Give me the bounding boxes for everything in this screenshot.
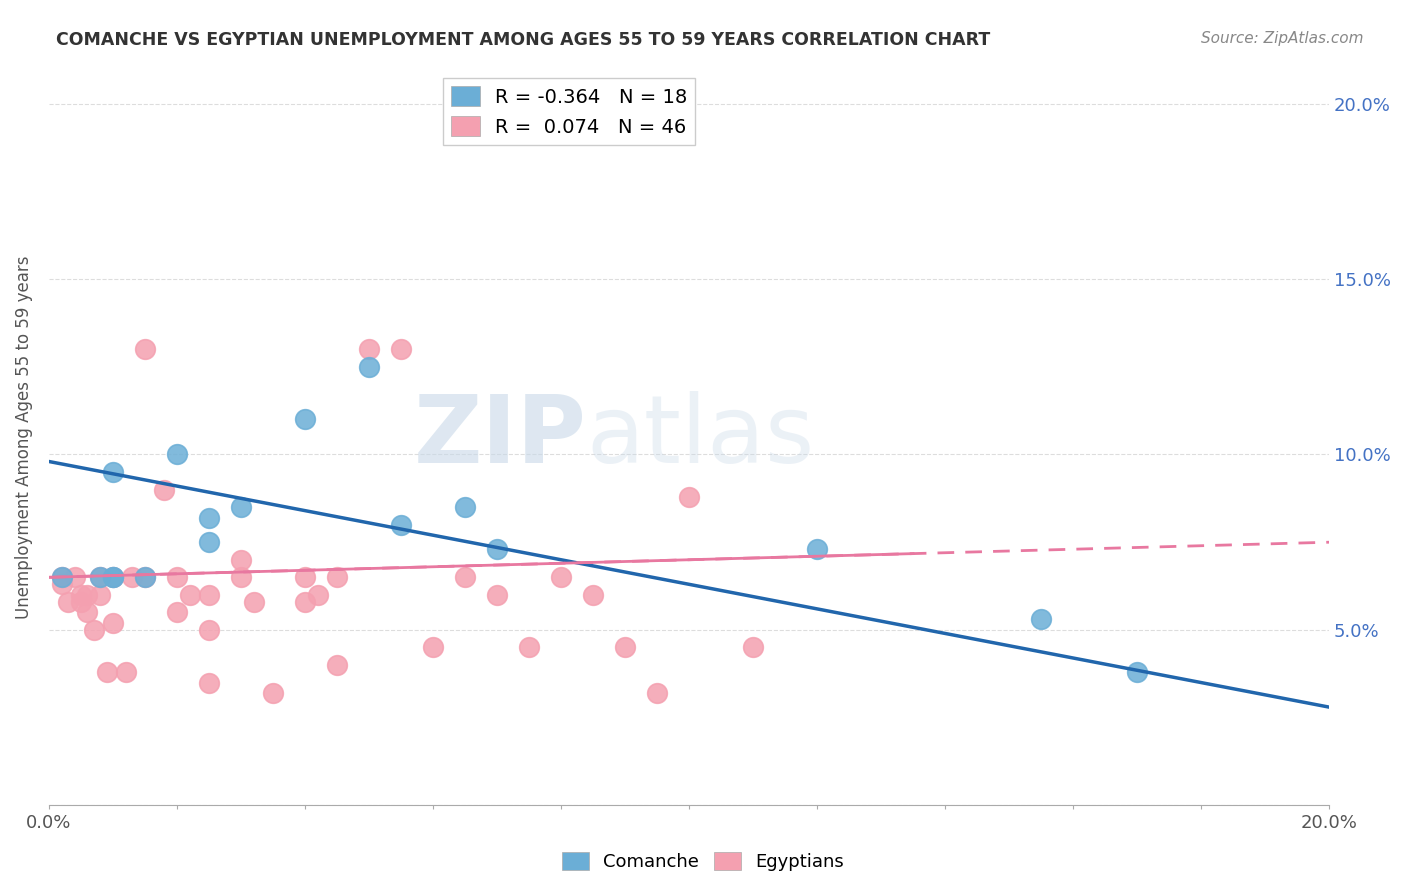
Point: [198, 588, 221, 602]
Point: [153, 483, 176, 497]
Text: atlas: atlas: [586, 391, 815, 483]
Point: [422, 640, 444, 655]
Point: [294, 412, 316, 426]
Point: [101, 570, 124, 584]
Text: ZIP: ZIP: [413, 391, 586, 483]
Point: [51, 570, 73, 584]
Point: [645, 686, 668, 700]
Point: [179, 588, 201, 602]
Point: [307, 588, 329, 602]
Point: [56, 595, 79, 609]
Point: [89, 588, 111, 602]
Point: [243, 595, 266, 609]
Point: [198, 623, 221, 637]
Point: [198, 510, 221, 524]
Point: [76, 588, 98, 602]
Point: [101, 570, 124, 584]
Point: [198, 675, 221, 690]
Point: [806, 542, 828, 557]
Point: [134, 570, 156, 584]
Point: [101, 465, 124, 479]
Point: [89, 570, 111, 584]
Point: [389, 517, 412, 532]
Point: [486, 588, 509, 602]
Point: [357, 343, 380, 357]
Point: [166, 570, 188, 584]
Legend: Comanche, Egyptians: Comanche, Egyptians: [555, 845, 851, 879]
Point: [1029, 612, 1052, 626]
Point: [166, 606, 188, 620]
Point: [134, 343, 156, 357]
Text: Source: ZipAtlas.com: Source: ZipAtlas.com: [1201, 31, 1364, 46]
Point: [262, 686, 284, 700]
Point: [89, 570, 111, 584]
Point: [96, 665, 118, 679]
Point: [326, 570, 349, 584]
Point: [326, 658, 349, 673]
Point: [742, 640, 765, 655]
Point: [134, 570, 156, 584]
Point: [198, 535, 221, 549]
Point: [121, 570, 143, 584]
Point: [83, 623, 105, 637]
Point: [678, 490, 700, 504]
Point: [70, 595, 93, 609]
Point: [550, 570, 572, 584]
Point: [517, 640, 540, 655]
Point: [101, 570, 124, 584]
Point: [229, 500, 252, 515]
Point: [51, 570, 73, 584]
Point: [294, 595, 316, 609]
Point: [357, 359, 380, 374]
Point: [63, 570, 86, 584]
Point: [614, 640, 637, 655]
Y-axis label: Unemployment Among Ages 55 to 59 years: Unemployment Among Ages 55 to 59 years: [15, 255, 32, 619]
Point: [51, 577, 73, 591]
Point: [454, 500, 477, 515]
Point: [229, 570, 252, 584]
Point: [166, 448, 188, 462]
Point: [294, 570, 316, 584]
Point: [389, 343, 412, 357]
Point: [1126, 665, 1149, 679]
Point: [486, 542, 509, 557]
Point: [454, 570, 477, 584]
Text: COMANCHE VS EGYPTIAN UNEMPLOYMENT AMONG AGES 55 TO 59 YEARS CORRELATION CHART: COMANCHE VS EGYPTIAN UNEMPLOYMENT AMONG …: [56, 31, 990, 49]
Point: [101, 615, 124, 630]
Legend: R = -0.364   N = 18, R =  0.074   N = 46: R = -0.364 N = 18, R = 0.074 N = 46: [443, 78, 696, 145]
Point: [582, 588, 605, 602]
Point: [229, 553, 252, 567]
Point: [70, 588, 93, 602]
Point: [76, 606, 98, 620]
Point: [114, 665, 136, 679]
